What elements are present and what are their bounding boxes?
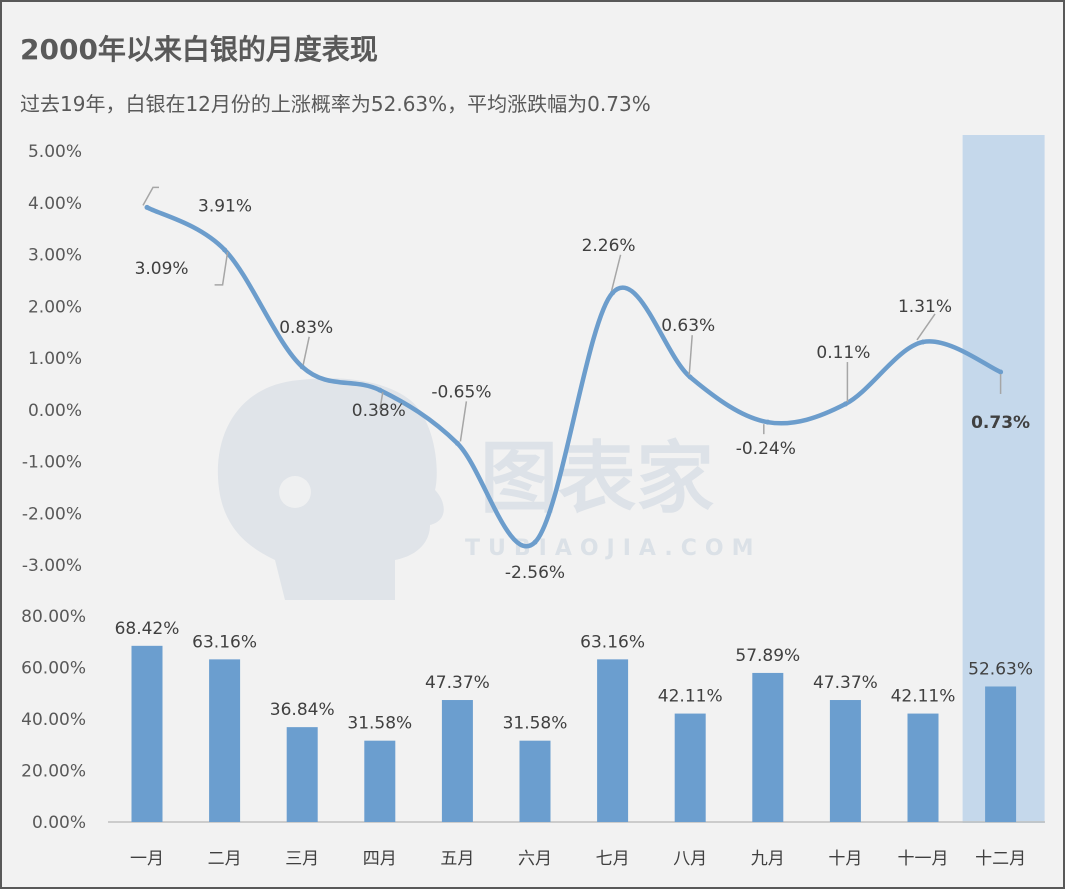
line-point-1	[144, 204, 150, 210]
line-data-label: 0.63%	[661, 316, 715, 336]
line-data-label: 0.38%	[352, 401, 406, 421]
line-data-label: -0.65%	[431, 382, 491, 402]
bar-y-tick-label: 0.00%	[32, 813, 86, 833]
line-data-label: -0.24%	[736, 439, 796, 459]
line-data-label: 3.09%	[135, 259, 189, 279]
bar-data-label: 63.16%	[192, 632, 257, 652]
x-category-label: 十月	[828, 849, 862, 869]
line-point-4	[377, 387, 383, 393]
bar-data-label: 63.16%	[580, 632, 645, 652]
bar-data-label: 31.58%	[503, 714, 568, 734]
line-label-leader	[302, 336, 310, 365]
line-data-label: 2.26%	[582, 236, 636, 256]
bar-month-7	[597, 659, 629, 822]
line-data-label: 1.31%	[898, 297, 952, 317]
line-y-tick-label: 1.00%	[28, 349, 82, 369]
line-y-tick-label: 4.00%	[28, 194, 82, 214]
bar-month-4	[364, 740, 396, 822]
x-category-label: 十二月	[975, 849, 1026, 869]
line-point-2	[222, 247, 228, 253]
bar-month-5	[441, 700, 473, 822]
line-label-leader	[916, 313, 936, 341]
line-y-tick-label: -2.00%	[22, 504, 82, 524]
bar-data-label: 31.58%	[347, 714, 412, 734]
bar-y-tick-label: 60.00%	[21, 659, 86, 679]
line-y-tick-label: -1.00%	[22, 453, 82, 473]
x-category-label: 五月	[440, 849, 474, 869]
x-category-label: 三月	[285, 849, 319, 869]
watermark: 图表家 TUBIAOJIA.COM	[217, 378, 761, 600]
bar-data-label: 47.37%	[813, 673, 878, 693]
line-data-label: 3.91%	[198, 196, 252, 216]
line-label-leader	[379, 391, 384, 411]
line-point-7	[610, 290, 616, 296]
bar-data-label: 57.89%	[735, 646, 800, 666]
line-label-leader	[610, 254, 622, 291]
x-category-label: 九月	[751, 849, 785, 869]
x-category-label: 七月	[596, 849, 630, 869]
line-data-label-highlight: 0.73%	[971, 413, 1030, 433]
line-y-tick-label: -3.00%	[22, 556, 82, 576]
bar-month-3	[286, 727, 318, 822]
bar-month-10	[829, 700, 861, 822]
x-category-label: 二月	[208, 849, 242, 869]
line-label-leader	[688, 335, 693, 376]
bar-y-tick-label: 20.00%	[21, 762, 86, 782]
line-data-label: 0.83%	[279, 318, 333, 338]
line-y-tick-label: 5.00%	[28, 142, 82, 162]
line-label-leader	[459, 401, 468, 442]
chart-title: 2000年以来白银的月度表现	[20, 33, 378, 66]
line-point-9	[765, 419, 771, 425]
bar-data-label: 42.11%	[891, 687, 956, 707]
line-data-label: 0.11%	[816, 343, 870, 363]
x-category-label: 四月	[363, 849, 397, 869]
bar-data-label: 47.37%	[425, 673, 490, 693]
line-label-leader	[214, 251, 229, 286]
watermark-eye-icon	[279, 476, 311, 508]
x-category-label: 十一月	[898, 849, 949, 869]
x-category-label: 一月	[130, 849, 164, 869]
bar-month-12	[985, 686, 1017, 822]
line-y-tick-label: 0.00%	[28, 401, 82, 421]
line-label-leader	[142, 186, 159, 206]
line-point-11	[920, 339, 926, 345]
line-y-tick-label: 3.00%	[28, 246, 82, 266]
x-category-label: 八月	[673, 849, 707, 869]
line-data-label: -2.56%	[505, 563, 565, 583]
watermark-subtext: TUBIAOJIA.COM	[465, 536, 761, 561]
line-point-3	[299, 364, 305, 370]
bar-y-tick-label: 40.00%	[21, 710, 86, 730]
line-point-8	[687, 374, 693, 380]
line-point-5	[454, 440, 460, 446]
bar-month-6	[519, 740, 551, 822]
line-point-12	[998, 369, 1004, 375]
bar-y-tick-label: 80.00%	[21, 607, 86, 627]
bar-data-label: 42.11%	[658, 687, 723, 707]
line-y-tick-label: 2.00%	[28, 297, 82, 317]
chart-subtitle: 过去19年，白银在12月份的上涨概率为52.63%，平均涨跌幅为0.73%	[20, 92, 651, 116]
x-category-label: 六月	[518, 849, 552, 869]
line-point-6	[532, 539, 538, 545]
bar-month-2	[209, 659, 241, 822]
bar-month-9	[752, 672, 784, 822]
bar-month-8	[674, 713, 706, 822]
bar-month-11	[907, 713, 939, 822]
watermark-head-icon	[217, 378, 444, 600]
watermark-text: 图表家	[480, 434, 714, 524]
bar-data-label-highlight: 52.63%	[968, 659, 1033, 679]
line-point-10	[842, 401, 848, 407]
bar-month-1	[131, 645, 163, 822]
bar-data-label: 68.42%	[115, 619, 180, 639]
bar-data-label: 36.84%	[270, 700, 335, 720]
